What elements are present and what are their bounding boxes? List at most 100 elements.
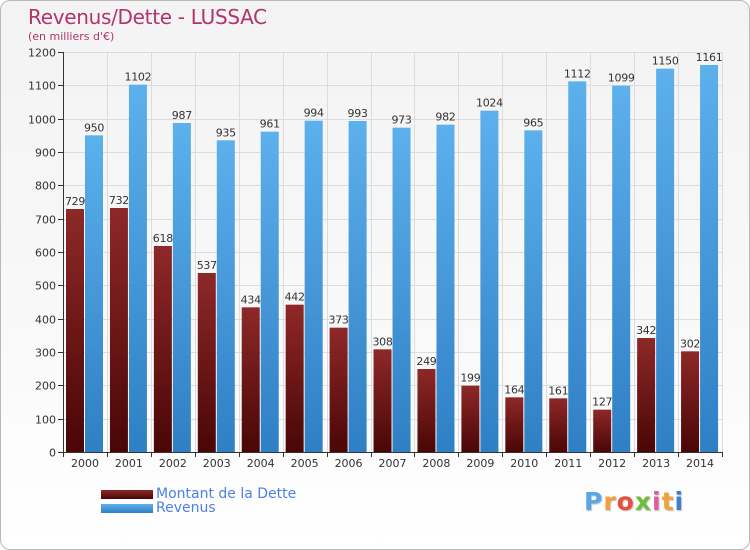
data-label-revenus-2011: 1112 <box>564 67 591 80</box>
data-label-debt-2004: 434 <box>241 293 261 306</box>
proxiti-logo: Proxiti <box>584 487 684 516</box>
x-tick-label: 2000 <box>71 457 99 470</box>
data-label-debt-2003: 537 <box>197 259 217 272</box>
data-label-revenus-2014: 1161 <box>696 51 723 64</box>
y-tick-label: 900 <box>35 147 56 160</box>
data-label-revenus-2012: 1099 <box>608 72 635 85</box>
data-label-debt-2007: 308 <box>372 335 392 348</box>
y-tick-label: 1100 <box>28 80 56 93</box>
bar-debt-2003 <box>197 273 216 452</box>
y-tick-label: 800 <box>35 180 56 193</box>
y-tick-label: 700 <box>35 214 56 227</box>
logo-letter: t <box>661 487 675 516</box>
data-labels: 729 732 618 537 434 442 373 308 249 199 164 161 127 3… <box>65 51 723 409</box>
bars <box>66 65 719 453</box>
y-tick-label: 1000 <box>28 114 56 127</box>
legend-label-revenus: Revenus <box>156 500 216 516</box>
data-label-debt-2012: 127 <box>592 396 612 409</box>
bar-revenus-2002 <box>172 123 191 452</box>
bar-revenus-2009 <box>480 110 499 453</box>
y-tick-label: 200 <box>35 380 56 393</box>
bar-revenus-2001 <box>128 84 147 453</box>
bar-debt-2005 <box>285 304 304 452</box>
data-label-revenus-2007: 973 <box>391 114 411 127</box>
data-label-revenus-2013: 1150 <box>652 55 679 68</box>
logo-letter: i <box>652 487 662 516</box>
bar-revenus-2014 <box>700 65 719 452</box>
bar-revenus-2012 <box>612 85 631 453</box>
data-label-debt-2013: 342 <box>636 324 656 337</box>
data-label-revenus-2009: 1024 <box>476 97 503 110</box>
y-tick-label: 400 <box>35 314 56 327</box>
bar-debt-2013 <box>637 338 656 452</box>
data-label-debt-2001: 732 <box>109 194 129 207</box>
y-tick-label: 300 <box>35 347 56 360</box>
logo-letter: x <box>634 487 652 516</box>
x-tick-label: 2006 <box>335 457 363 470</box>
bar-debt-2011 <box>549 398 568 452</box>
bar-revenus-2007 <box>392 127 411 453</box>
bar-debt-2010 <box>505 397 524 452</box>
bar-debt-2009 <box>461 385 480 452</box>
bar-revenus-2006 <box>348 121 367 452</box>
chart-subtitle: (en milliers d'€) <box>28 30 115 43</box>
legend-label-debt: Montant de la Dette <box>156 486 297 502</box>
x-tick-label: 2009 <box>466 457 494 470</box>
bar-debt-2014 <box>681 351 700 452</box>
data-label-debt-2005: 442 <box>285 291 305 304</box>
legend-swatch-debt <box>101 490 153 499</box>
x-tick-label: 2008 <box>422 457 450 470</box>
x-tick-label: 2005 <box>291 457 319 470</box>
bar-debt-2002 <box>153 246 172 452</box>
x-tick-label: 2013 <box>642 457 670 470</box>
bar-revenus-2005 <box>304 120 323 453</box>
bar-debt-2001 <box>109 208 128 452</box>
data-label-debt-2014: 302 <box>680 337 700 350</box>
bar-debt-2007 <box>373 349 392 452</box>
data-label-debt-2002: 618 <box>153 232 173 245</box>
bar-debt-2012 <box>593 409 612 452</box>
data-label-debt-2010: 164 <box>504 383 524 396</box>
data-label-debt-2011: 161 <box>548 384 568 397</box>
data-label-revenus-2000: 950 <box>84 121 104 134</box>
data-label-revenus-2010: 965 <box>523 116 543 129</box>
x-tick-label: 2014 <box>686 457 714 470</box>
x-tick-label: 2001 <box>115 457 143 470</box>
bar-debt-2000 <box>66 209 84 452</box>
y-tick-label: 600 <box>35 247 56 260</box>
x-tick-label: 2012 <box>598 457 626 470</box>
data-label-revenus-2008: 982 <box>435 111 455 124</box>
bar-revenus-2000 <box>85 135 103 453</box>
data-label-revenus-2003: 935 <box>216 126 236 139</box>
data-label-debt-2006: 373 <box>329 314 349 327</box>
bar-revenus-2004 <box>260 131 279 452</box>
data-label-revenus-2006: 993 <box>348 107 368 120</box>
x-tick-label: 2004 <box>247 457 275 470</box>
x-tick-label: 2003 <box>203 457 231 470</box>
y-tick-label: 500 <box>35 280 56 293</box>
y-tick-label: 0 <box>49 447 56 460</box>
bar-revenus-2011 <box>568 81 587 452</box>
bar-debt-2006 <box>329 327 348 452</box>
bar-revenus-2008 <box>436 124 455 453</box>
y-tick-label: 100 <box>35 414 56 427</box>
logo-letter: o <box>616 487 635 516</box>
data-label-revenus-2002: 987 <box>172 109 192 122</box>
data-label-debt-2009: 199 <box>460 372 480 385</box>
bar-debt-2004 <box>241 307 260 452</box>
logo-letter: i <box>674 487 685 516</box>
bar-revenus-2010 <box>524 130 543 453</box>
data-label-debt-2008: 249 <box>416 355 436 368</box>
axes: 0 100 200 300 400 500 600 700 800 900 1000 1100 1200… <box>28 47 723 470</box>
x-tick-label: 2007 <box>379 457 407 470</box>
chart-title: Revenus/Dette - LUSSAC <box>28 5 267 29</box>
bar-revenus-2003 <box>216 140 235 453</box>
data-label-revenus-2001: 1102 <box>125 71 152 84</box>
x-tick-label: 2002 <box>159 457 187 470</box>
bar-chart: 0 100 200 300 400 500 600 700 800 900 1000 1100 1200… <box>28 47 723 470</box>
legend-swatch-revenus <box>101 504 153 513</box>
data-label-revenus-2004: 961 <box>260 118 280 131</box>
data-label-revenus-2005: 994 <box>304 107 324 120</box>
x-tick-label: 2010 <box>510 457 538 470</box>
